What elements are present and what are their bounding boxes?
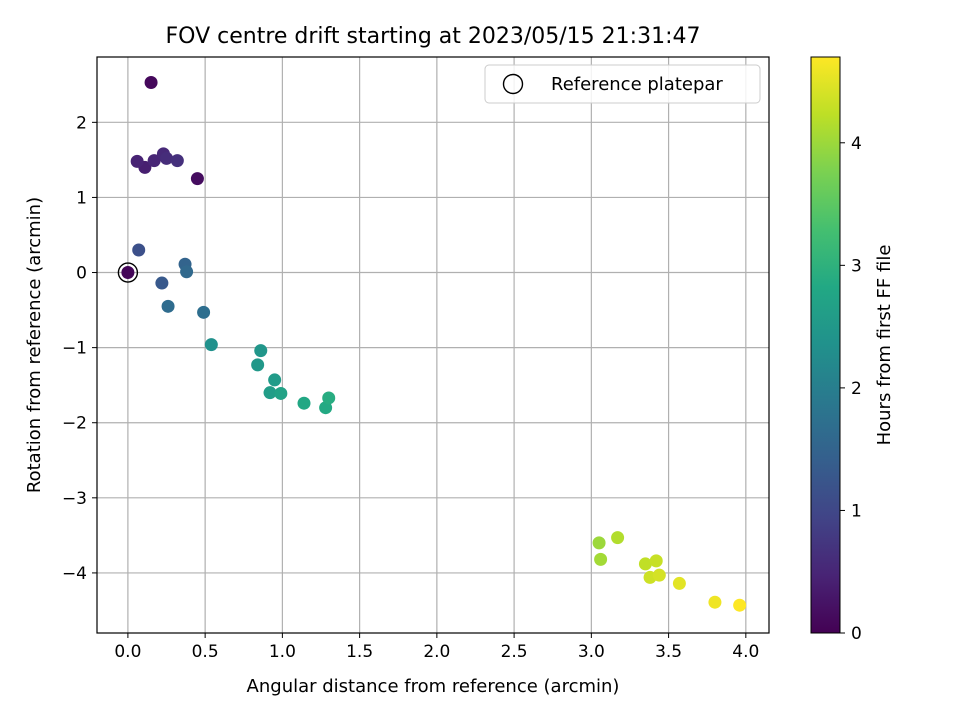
colorbar-tick-label: 3 [851, 256, 862, 276]
colorbar [810, 56, 841, 634]
data-point [611, 531, 625, 545]
data-point [147, 154, 161, 168]
data-point [190, 172, 204, 186]
y-tick-label: −2 [62, 414, 87, 434]
data-point [155, 276, 169, 290]
legend-entry-label: Reference platepar [551, 74, 723, 95]
colorbar-axis: 0 1 2 3 4 [840, 134, 862, 644]
data-point [322, 391, 336, 405]
y-tick-label: −3 [62, 489, 87, 509]
data-point [319, 401, 333, 415]
data-point [197, 305, 211, 319]
data-point [121, 266, 135, 280]
data-point [638, 557, 652, 571]
data-point [180, 265, 194, 279]
y-tick-label: −1 [62, 339, 87, 359]
data-point [297, 396, 311, 410]
data-point [268, 373, 282, 387]
colorbar-tick-label: 2 [851, 379, 862, 399]
x-tick-label: 2.0 [423, 642, 450, 662]
data-point [594, 552, 608, 566]
y-tick-label: 0 [76, 264, 87, 284]
x-tick-label: 3.5 [655, 642, 682, 662]
x-axis: 0.0 0.5 1.0 1.5 2.0 2.5 3.0 3.5 4.0 [114, 633, 759, 662]
plot-frame [96, 56, 770, 634]
scatter-points [117, 76, 747, 612]
data-point [251, 358, 265, 372]
data-point [160, 151, 174, 165]
y-tick-label: 1 [76, 188, 87, 208]
reference-platepar-marker [117, 262, 139, 283]
legend: Reference platepar [484, 64, 761, 104]
chart-title: FOV centre drift starting at 2023/05/15 … [166, 24, 701, 49]
data-point [161, 299, 175, 313]
x-tick-label: 0.0 [114, 642, 141, 662]
y-axis-label: Rotation from reference (arcmin) [24, 197, 45, 493]
x-tick-label: 1.5 [346, 642, 373, 662]
data-point [132, 243, 146, 257]
y-tick-label: −4 [62, 564, 87, 584]
x-tick-label: 3.0 [578, 642, 605, 662]
data-point [652, 568, 666, 582]
x-tick-label: 2.5 [501, 642, 528, 662]
colorbar-tick-label: 1 [851, 501, 862, 521]
data-point [130, 154, 144, 168]
data-point [263, 386, 277, 400]
data-point [672, 576, 686, 590]
y-axis: −4 −3 −2 −1 0 1 2 [62, 113, 97, 584]
legend-box [484, 64, 761, 104]
x-tick-label: 4.0 [732, 642, 759, 662]
data-point [274, 386, 288, 400]
colorbar-tick-label: 0 [851, 624, 862, 644]
x-axis-label: Angular distance from reference (arcmin) [247, 676, 620, 697]
data-point [144, 76, 158, 90]
colorbar-label: Hours from first FF file [874, 245, 895, 446]
x-tick-label: 0.5 [192, 642, 219, 662]
legend-marker [502, 73, 524, 95]
data-point [592, 536, 606, 550]
data-point [708, 595, 722, 609]
x-tick-label: 1.0 [269, 642, 296, 662]
data-point [733, 598, 747, 612]
data-point [254, 344, 268, 358]
data-point [204, 338, 218, 352]
colorbar-tick-label: 4 [851, 134, 862, 154]
data-point [649, 554, 663, 568]
data-point [170, 154, 184, 168]
y-tick-label: 2 [76, 113, 87, 133]
